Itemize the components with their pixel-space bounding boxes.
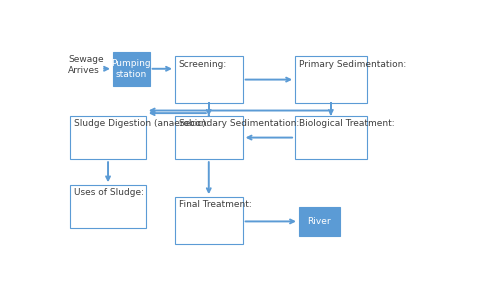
Text: Secondary Sedimentation:: Secondary Sedimentation: <box>179 119 299 128</box>
Text: Primary Sedimentation:: Primary Sedimentation: <box>299 60 406 69</box>
Bar <box>175 197 242 244</box>
Text: Sludge Digestion (anaerobic):: Sludge Digestion (anaerobic): <box>74 119 209 128</box>
Bar <box>295 116 366 159</box>
Text: Biological Treatment:: Biological Treatment: <box>299 119 394 128</box>
Text: River: River <box>308 217 331 226</box>
Bar <box>175 116 242 159</box>
Text: Screening:: Screening: <box>179 60 227 69</box>
Text: Final Treatment:: Final Treatment: <box>179 200 252 209</box>
Bar <box>70 116 146 159</box>
Text: Pumping
station: Pumping station <box>112 59 151 79</box>
Text: Uses of Sludge:: Uses of Sludge: <box>74 189 144 198</box>
Bar <box>70 185 146 228</box>
Bar <box>299 207 340 236</box>
Bar <box>295 56 366 103</box>
Bar <box>113 52 150 86</box>
Text: Sewage
Arrives: Sewage Arrives <box>68 55 104 75</box>
Bar <box>175 56 242 103</box>
